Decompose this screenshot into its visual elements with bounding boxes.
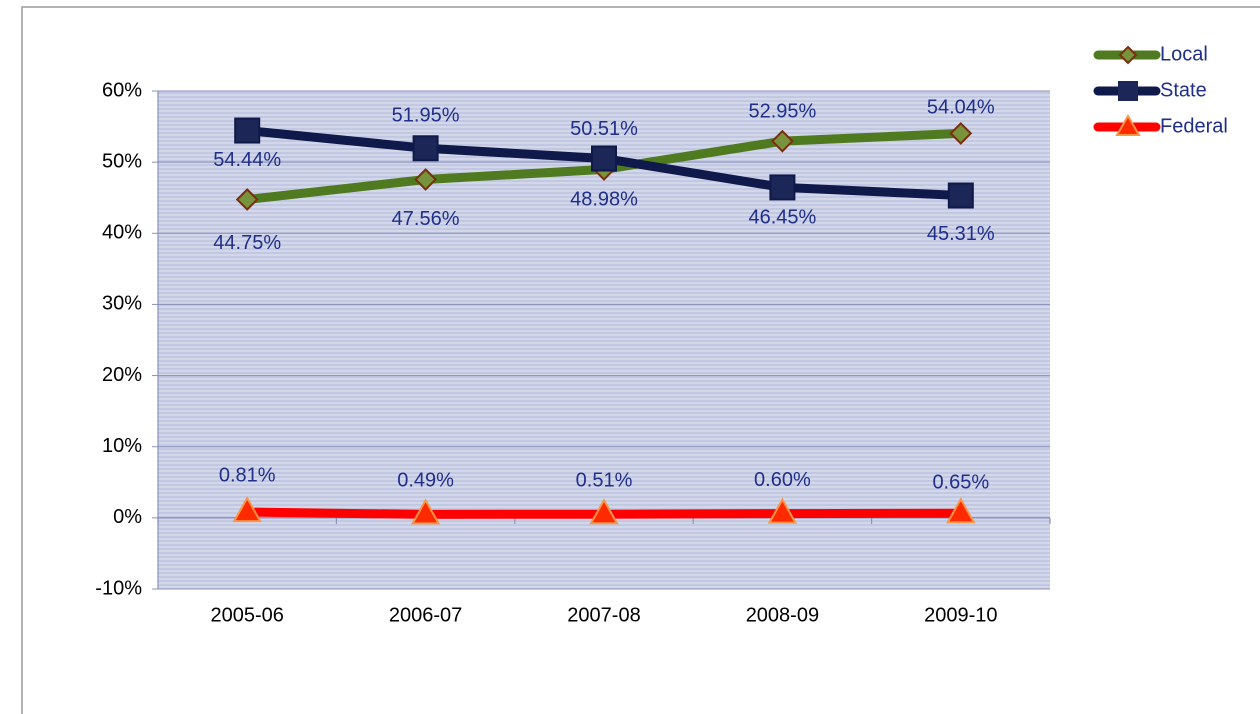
legend-label: Local [1160, 43, 1208, 65]
data-label: 47.56% [392, 208, 460, 230]
x-tick-label: 2005-06 [210, 604, 283, 626]
data-label: 44.75% [213, 232, 281, 254]
legend-label: State [1160, 79, 1207, 101]
marker [770, 129, 794, 153]
marker [946, 497, 976, 524]
y-tick-label: 0% [113, 506, 142, 528]
data-label: 0.49% [397, 470, 454, 492]
marker [591, 145, 617, 172]
y-tick-label: 40% [102, 222, 142, 244]
legend-marker [1118, 81, 1138, 101]
data-label: 48.98% [570, 189, 638, 211]
legend-marker [1118, 45, 1138, 65]
data-label: 54.44% [213, 149, 281, 171]
y-tick-label: 10% [102, 435, 142, 457]
x-tick-label: 2008-09 [746, 604, 819, 626]
marker [769, 174, 796, 201]
data-label: 0.81% [219, 464, 276, 486]
data-label: 50.51% [570, 118, 638, 140]
y-tick-label: 30% [102, 293, 142, 315]
marker [414, 168, 438, 191]
legend-marker [1115, 114, 1141, 136]
data-label: 52.95% [748, 100, 816, 122]
marker [235, 188, 259, 211]
x-tick-label: 2009-10 [924, 604, 997, 626]
x-tick-label: 2007-08 [567, 604, 640, 626]
marker [412, 135, 439, 162]
data-label: 45.31% [927, 223, 995, 245]
marker [410, 498, 441, 525]
marker [589, 498, 619, 525]
data-label: 0.65% [932, 472, 989, 494]
data-label: 51.95% [392, 105, 460, 127]
y-tick-label: 60% [102, 79, 142, 101]
marker [949, 121, 973, 145]
data-label: 0.60% [754, 469, 811, 491]
marker [232, 496, 262, 523]
y-tick-label: 50% [102, 150, 142, 172]
data-label: 46.45% [748, 207, 816, 229]
y-tick-label: -10% [95, 577, 142, 599]
y-tick-label: 20% [102, 364, 142, 386]
marker [234, 117, 261, 144]
data-label: 54.04% [927, 97, 995, 119]
legend-label: Federal [1160, 115, 1228, 137]
marker [767, 497, 798, 524]
marker [947, 182, 974, 209]
x-tick-label: 2006-07 [389, 604, 462, 626]
data-label: 0.51% [576, 470, 633, 492]
